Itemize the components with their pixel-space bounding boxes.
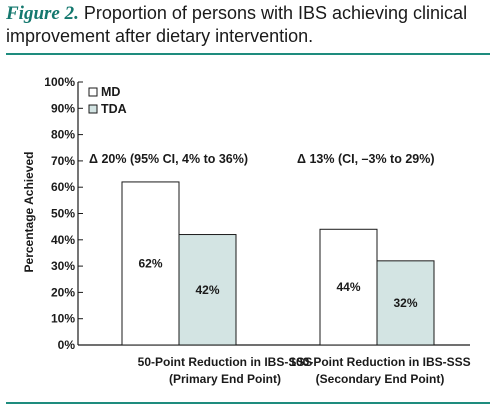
bar-tda-2 — [376, 260, 435, 346]
bar-value-label: 42% — [195, 283, 219, 297]
y-tick-label: 60% — [51, 180, 75, 194]
category-label: (Primary End Point) — [169, 372, 281, 386]
legend: MD TDA — [88, 85, 127, 116]
y-tick-label: 90% — [51, 101, 75, 115]
top-rule — [6, 53, 490, 55]
y-tick-label: 70% — [51, 154, 75, 168]
difference-annotation: Δ 13% (CI, –3% to 29%) — [297, 152, 435, 166]
y-tick-label: 20% — [51, 285, 75, 299]
bar-tda-1 — [178, 234, 237, 346]
figure-label: Figure 2. — [6, 3, 79, 24]
category-labels: 50-Point Reduction in IBS-SSS (Primary En… — [138, 355, 471, 386]
y-tick-label: 0% — [58, 338, 76, 352]
bottom-rule — [6, 402, 490, 404]
y-tick-label: 40% — [51, 233, 75, 247]
y-axis: 0% 10% 20% 30% 40% 50% 60% 70% 80% 90% 100% — [44, 75, 470, 352]
y-axis-label: Percentage Achieved — [22, 152, 36, 273]
legend-swatch-tda — [88, 104, 98, 114]
legend-swatch-md — [88, 87, 98, 97]
category-label: 100-Point Reduction in IBS-SSS — [289, 355, 470, 369]
figure-title-line1: Proportion of persons with IBS achieving… — [83, 3, 468, 23]
annotations: Δ 20% (95% CI, 4% to 36%) Δ 13% (CI, –3% … — [89, 152, 435, 166]
y-tick-label: 80% — [51, 128, 75, 142]
y-tick-label: 50% — [51, 207, 75, 221]
y-tick-label: 30% — [51, 259, 75, 273]
y-tick-label: 100% — [44, 75, 75, 89]
bar-md-2 — [319, 228, 378, 346]
bar-value-label: 32% — [393, 296, 417, 310]
bar-value-label: 44% — [336, 280, 360, 294]
legend-label-tda: TDA — [101, 102, 127, 116]
bars: 62% 44% 42% 32% — [121, 181, 435, 346]
category-label: 50-Point Reduction in IBS-SSS — [138, 355, 313, 369]
bar-value-label: 62% — [138, 256, 162, 270]
figure-title: Figure 2. Proportion of persons with IBS… — [6, 2, 490, 47]
category-label: (Secondary End Point) — [316, 372, 445, 386]
y-tick-label: 10% — [51, 312, 75, 326]
bar-md-1 — [121, 181, 180, 346]
figure-title-line2: improvement after dietary intervention. — [6, 26, 314, 46]
difference-annotation: Δ 20% (95% CI, 4% to 36%) — [89, 152, 248, 166]
legend-label-md: MD — [101, 85, 120, 99]
